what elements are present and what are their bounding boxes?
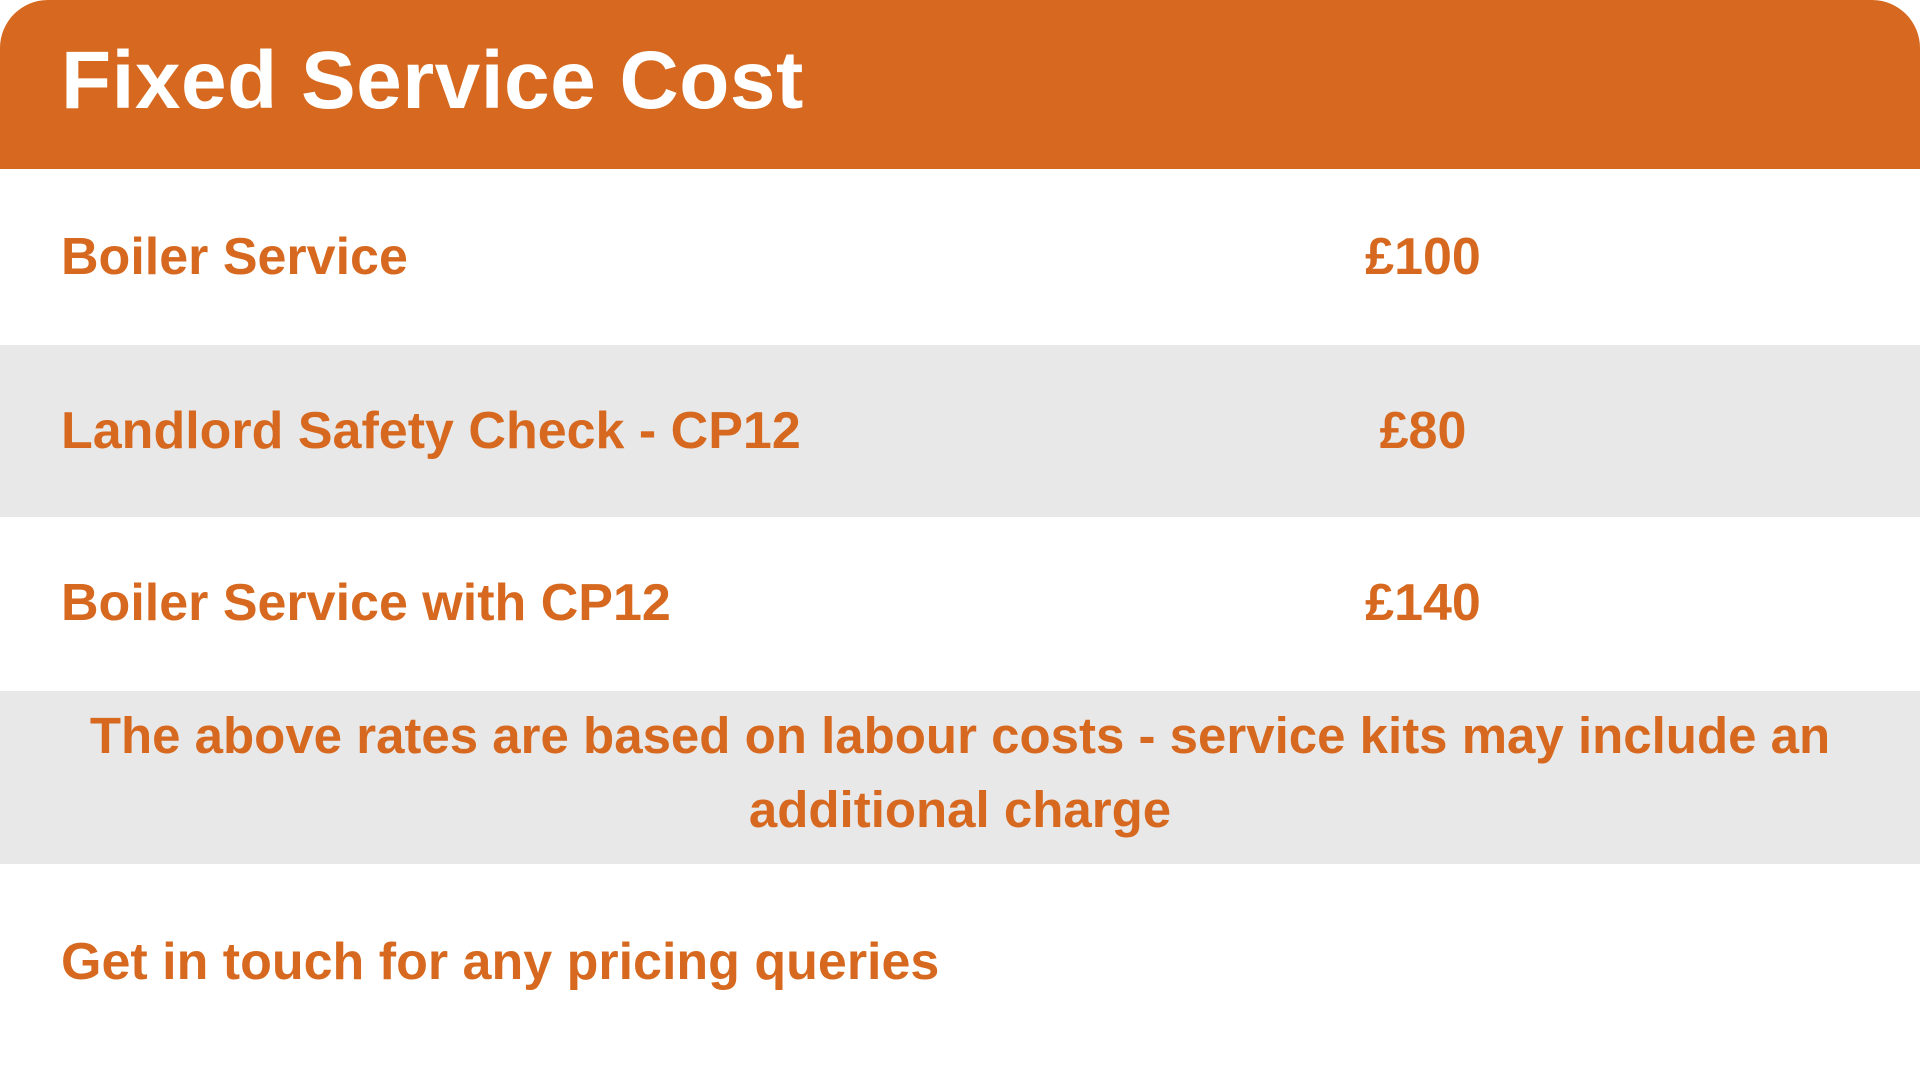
footer-row: Get in touch for any pricing queries bbox=[0, 864, 1920, 1080]
price-row: Landlord Safety Check - CP12 £80 bbox=[0, 345, 1920, 517]
contact-text: Get in touch for any pricing queries bbox=[61, 933, 940, 991]
service-label: Boiler Service bbox=[61, 228, 408, 286]
price-row: Boiler Service £100 bbox=[0, 169, 1920, 345]
service-price: £80 bbox=[1379, 402, 1467, 460]
service-label: Landlord Safety Check - CP12 bbox=[61, 402, 801, 460]
service-label: Boiler Service with CP12 bbox=[61, 574, 671, 632]
pricing-note: The above rates are based on labour cost… bbox=[89, 707, 1831, 838]
page-title: Fixed Service Cost bbox=[61, 35, 804, 126]
service-price: £100 bbox=[1365, 228, 1481, 286]
note-row: The above rates are based on labour cost… bbox=[0, 691, 1920, 864]
service-price: £140 bbox=[1365, 574, 1481, 632]
header-bar: Fixed Service Cost bbox=[0, 0, 1920, 169]
price-row: Boiler Service with CP12 £140 bbox=[0, 517, 1920, 691]
